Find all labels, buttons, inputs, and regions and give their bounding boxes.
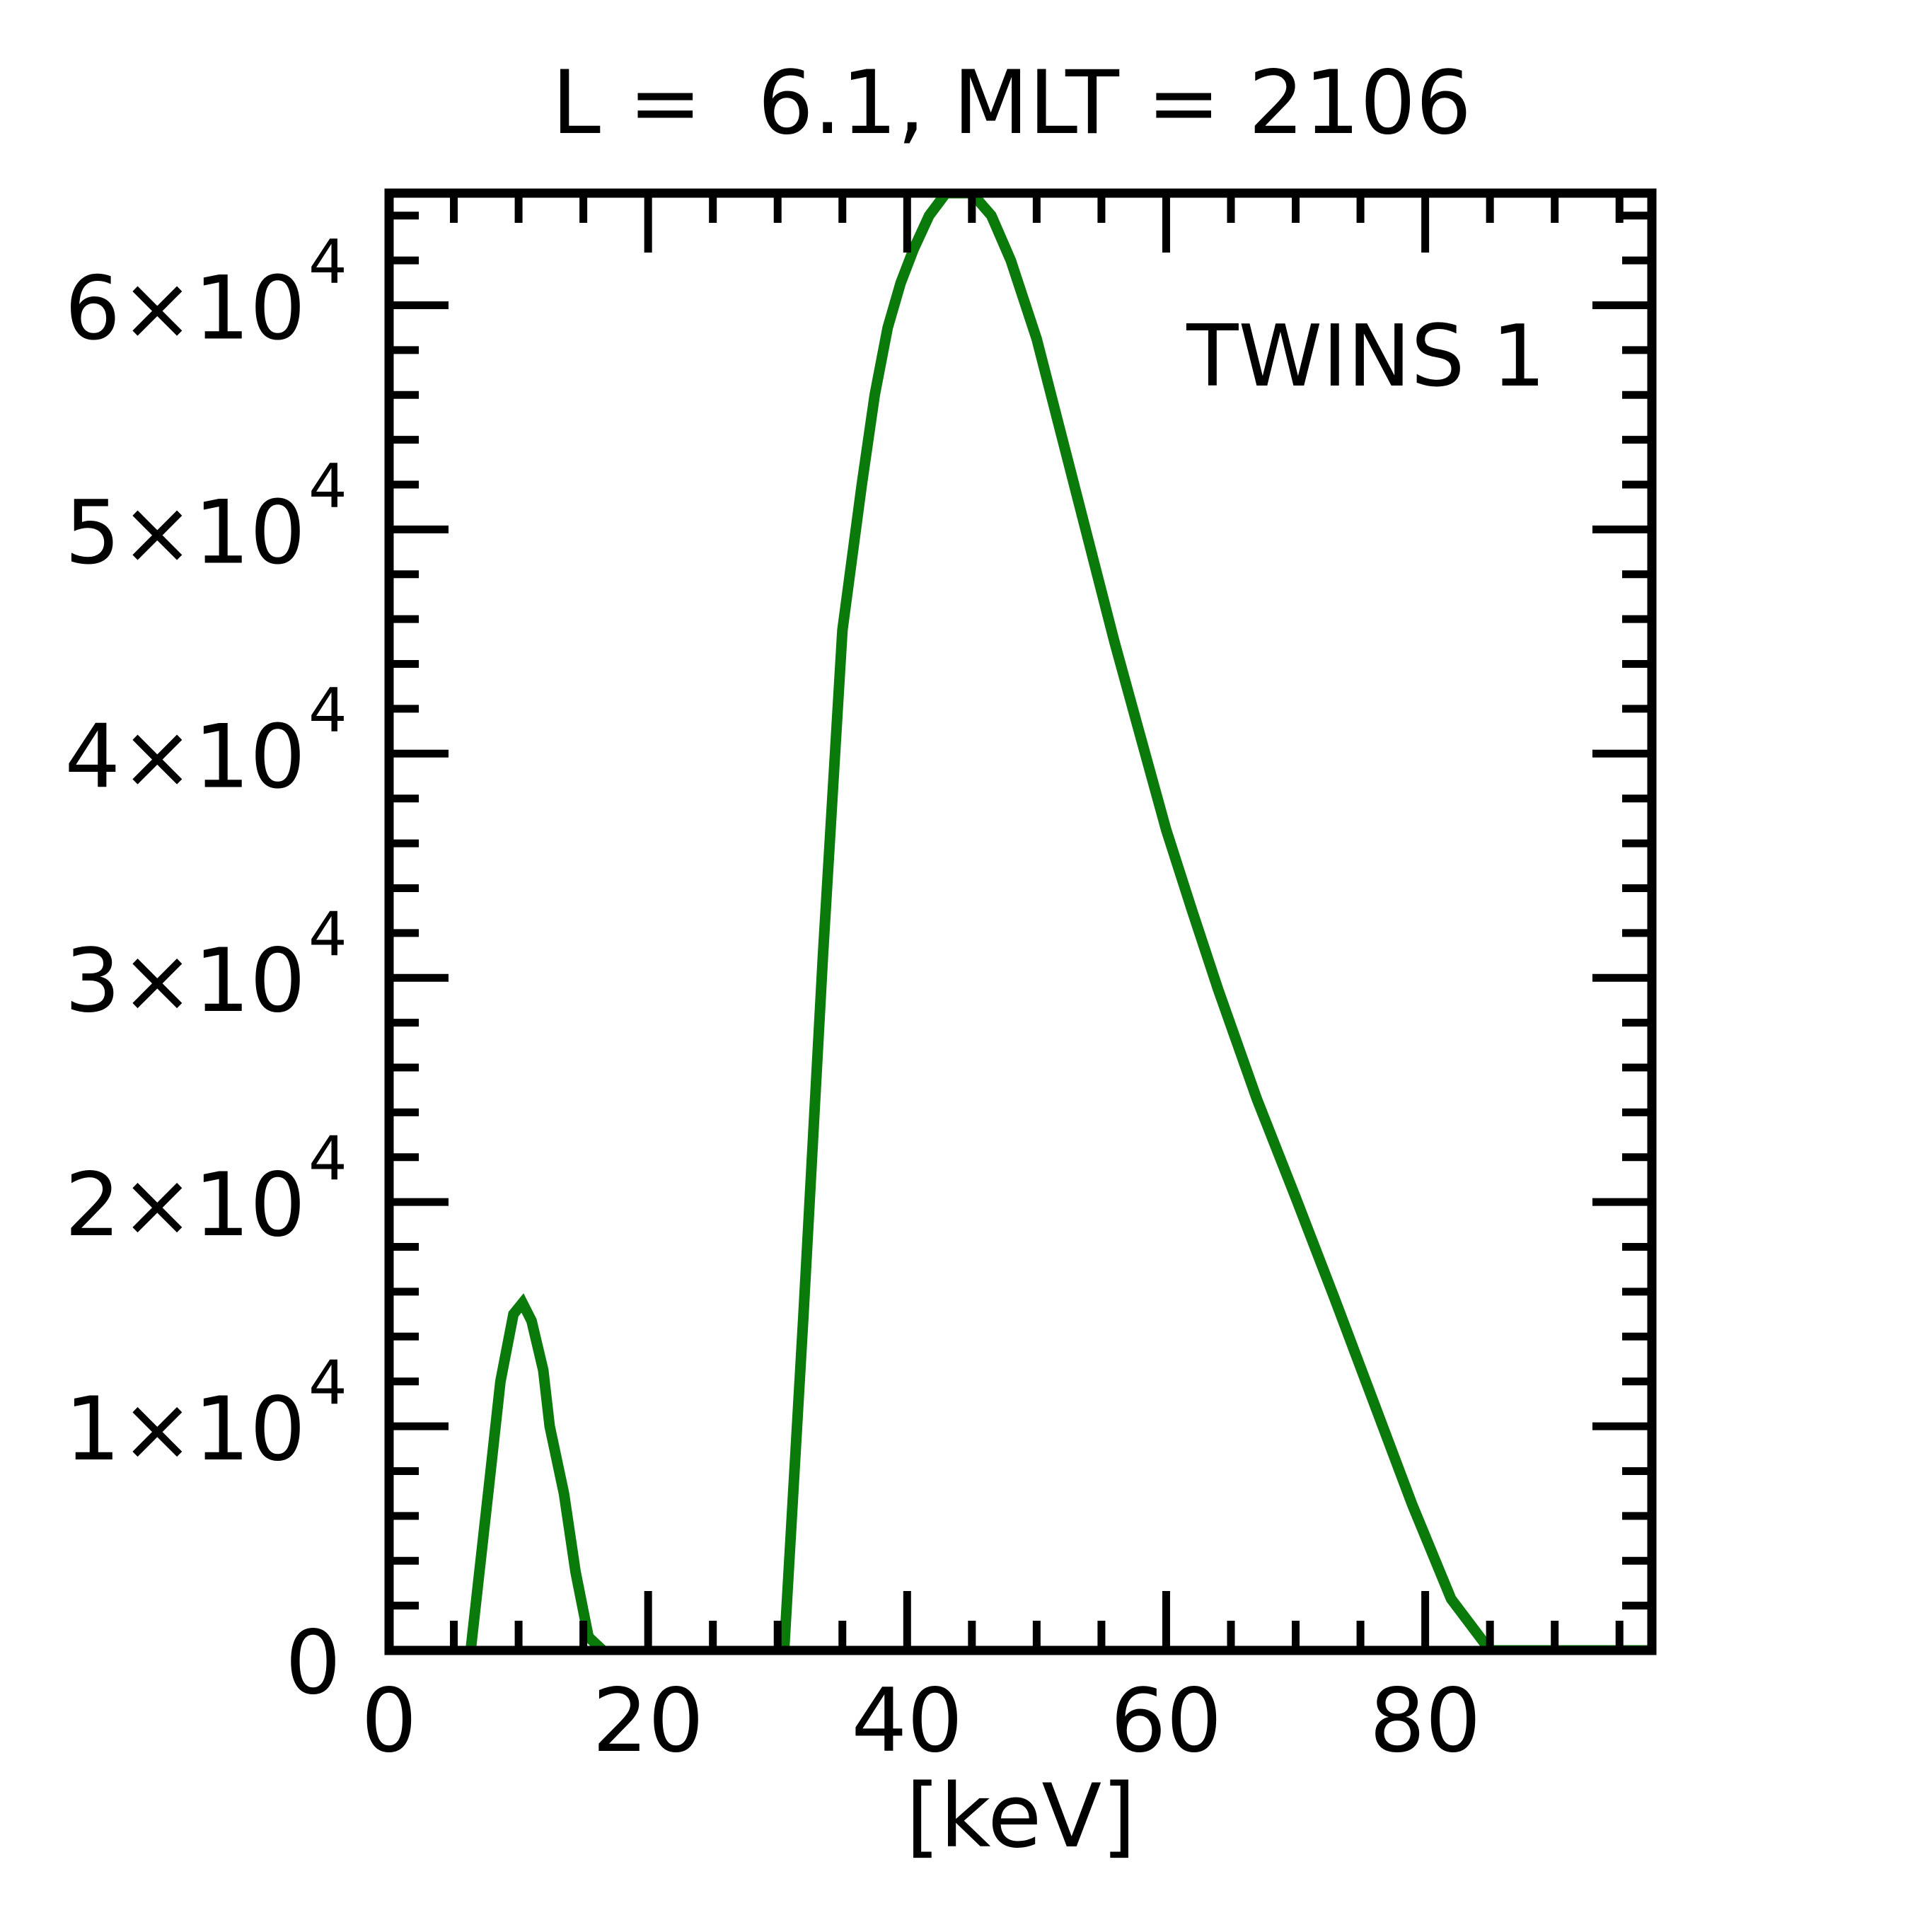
x-tick-label: 60	[1111, 1670, 1222, 1772]
x-tick-label: 40	[851, 1670, 963, 1772]
y-tick-label: 0	[285, 1612, 341, 1714]
series-line-1-segment-2	[778, 193, 1652, 1650]
plot-area	[465, 193, 1652, 1650]
x-tick-labels: 0 20 40 60 80	[361, 1670, 1481, 1772]
axis-ticks	[385, 193, 1652, 1655]
y-tick-label: 3×10	[64, 930, 306, 1032]
y-tick-labels: 01×10 42×10 43×10 44×10 45×10 46×10 4	[64, 226, 347, 1714]
x-tick-label: 0	[361, 1670, 417, 1772]
y-tick-label: 5×10	[64, 482, 306, 584]
x-axis-label: [keV]	[906, 1766, 1135, 1868]
y-tick-label: 2×10	[64, 1155, 306, 1256]
y-tick-label-exponent: 4	[308, 1123, 347, 1194]
legend-series-name: TWINS 1	[1186, 308, 1546, 406]
y-tick-label-exponent: 4	[308, 1348, 347, 1418]
y-tick-label: 6×10	[64, 258, 306, 359]
y-tick-label: 1×10	[64, 1379, 306, 1481]
x-tick-label: 20	[592, 1670, 704, 1772]
y-tick-label-exponent: 4	[308, 226, 347, 297]
chart-title: L = 6.1, MLT = 2106	[552, 52, 1471, 154]
y-tick-label-exponent: 4	[308, 899, 347, 970]
y-tick-label-exponent: 4	[308, 675, 347, 746]
plot-frame	[384, 188, 1657, 1655]
series-line-1-segment-1	[465, 1293, 607, 1650]
y-tick-label: 4×10	[64, 706, 306, 808]
x-tick-label: 80	[1370, 1670, 1481, 1772]
y-tick-label-exponent: 4	[308, 451, 347, 521]
